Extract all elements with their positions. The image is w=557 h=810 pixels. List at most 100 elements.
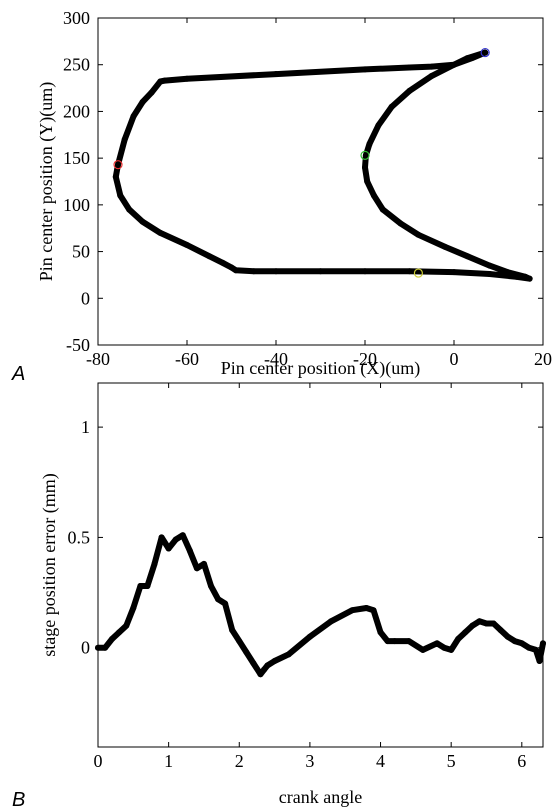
data-point: [363, 605, 370, 612]
x-tick-label: 1: [164, 751, 173, 771]
data-point: [208, 582, 215, 589]
data-point: [222, 600, 229, 607]
plot-frame: [97, 382, 544, 748]
data-point: [130, 113, 137, 120]
data-point: [123, 622, 130, 629]
data-point: [540, 640, 546, 647]
data-point: [102, 644, 109, 651]
data-point: [273, 71, 279, 78]
x-tick-label: 20: [534, 349, 552, 369]
data-point: [117, 192, 124, 199]
data-point: [273, 268, 279, 275]
data-point: [271, 657, 278, 664]
data-point: [250, 660, 257, 667]
data-point: [109, 635, 116, 642]
data-point: [428, 72, 435, 79]
data-point: [306, 633, 313, 640]
highlight-marker: [413, 268, 423, 278]
data-point: [137, 582, 144, 589]
y-tick-label: 50: [72, 242, 90, 262]
data-point: [172, 536, 179, 543]
plot-frame: [97, 17, 544, 346]
data-point: [504, 633, 511, 640]
data-point: [144, 582, 151, 589]
chart-panel-b: 0 1 2 3 4 5 6 0 0.5 1 crank angle stage position er…: [12, 382, 546, 810]
data-point: [391, 638, 398, 645]
data-point: [157, 78, 164, 85]
data-point: [229, 627, 236, 634]
data-point: [451, 269, 457, 276]
data-point: [388, 103, 395, 110]
data-point: [193, 565, 200, 572]
y-tick-label: 300: [63, 8, 90, 28]
series-line: [95, 532, 546, 678]
x-axis-label: Pin center position (X)(um): [221, 358, 420, 379]
data-point: [285, 651, 292, 658]
data-point: [130, 605, 137, 612]
y-tick-label: 0: [81, 288, 90, 308]
data-point: [126, 206, 133, 213]
data-point: [379, 206, 386, 213]
data-point: [364, 178, 371, 185]
x-tick-label: -20: [353, 349, 377, 369]
data-point: [362, 66, 368, 73]
data-point: [228, 264, 235, 271]
panel-label: B: [12, 789, 25, 810]
data-point: [157, 229, 164, 236]
data-point: [434, 640, 441, 647]
x-tick-label: -60: [175, 349, 199, 369]
data-point: [112, 173, 119, 180]
y-tick-label: 1: [81, 417, 90, 437]
data-point: [486, 262, 493, 269]
data-point: [513, 273, 520, 280]
data-point: [215, 596, 222, 603]
data-point: [370, 192, 377, 199]
data-point: [536, 657, 543, 664]
series-line: [112, 49, 533, 282]
y-axis-label: stage position error (mm): [39, 473, 60, 656]
y-tick-label: 200: [63, 101, 90, 121]
data-point: [476, 618, 483, 625]
data-point: [184, 242, 190, 249]
data-point: [483, 620, 490, 627]
data-point: [415, 231, 422, 238]
data-point: [328, 618, 335, 625]
data-point: [158, 534, 165, 541]
chart-panel-a: -80 -60 -40 -20 0 20 -50 0 50 100 150 200 250 300 Pin …: [11, 8, 552, 385]
data-point: [236, 638, 243, 645]
x-tick-label: 0: [450, 349, 459, 369]
data-point: [219, 259, 226, 266]
x-tick-label: 3: [305, 751, 314, 771]
data-point: [116, 629, 123, 636]
data-point: [139, 218, 146, 225]
data-point: [397, 220, 404, 227]
data-point: [532, 646, 539, 653]
data-point: [464, 55, 471, 62]
data-point: [406, 64, 413, 71]
data-point: [482, 49, 489, 56]
data-point: [504, 269, 511, 276]
data-point: [455, 635, 462, 642]
data-point: [522, 273, 529, 280]
y-tick-label: 0.5: [68, 527, 91, 547]
y-tick-label: 250: [63, 55, 90, 75]
data-point: [232, 267, 239, 274]
data-point: [406, 87, 413, 94]
data-point: [462, 629, 469, 636]
x-tick-label: -40: [264, 349, 288, 369]
data-point: [161, 77, 168, 84]
data-point: [121, 136, 128, 143]
y-tick-label: 150: [63, 148, 90, 168]
data-point: [349, 607, 356, 614]
data-point: [442, 243, 449, 250]
data-point: [377, 629, 384, 636]
data-point: [264, 662, 271, 669]
data-point: [184, 75, 190, 82]
y-axis-label: Pin center position (Y)(um): [36, 82, 57, 281]
data-point: [250, 268, 257, 275]
data-point: [95, 644, 101, 651]
data-point: [260, 666, 267, 673]
data-point: [406, 268, 413, 275]
data-point: [518, 640, 525, 647]
